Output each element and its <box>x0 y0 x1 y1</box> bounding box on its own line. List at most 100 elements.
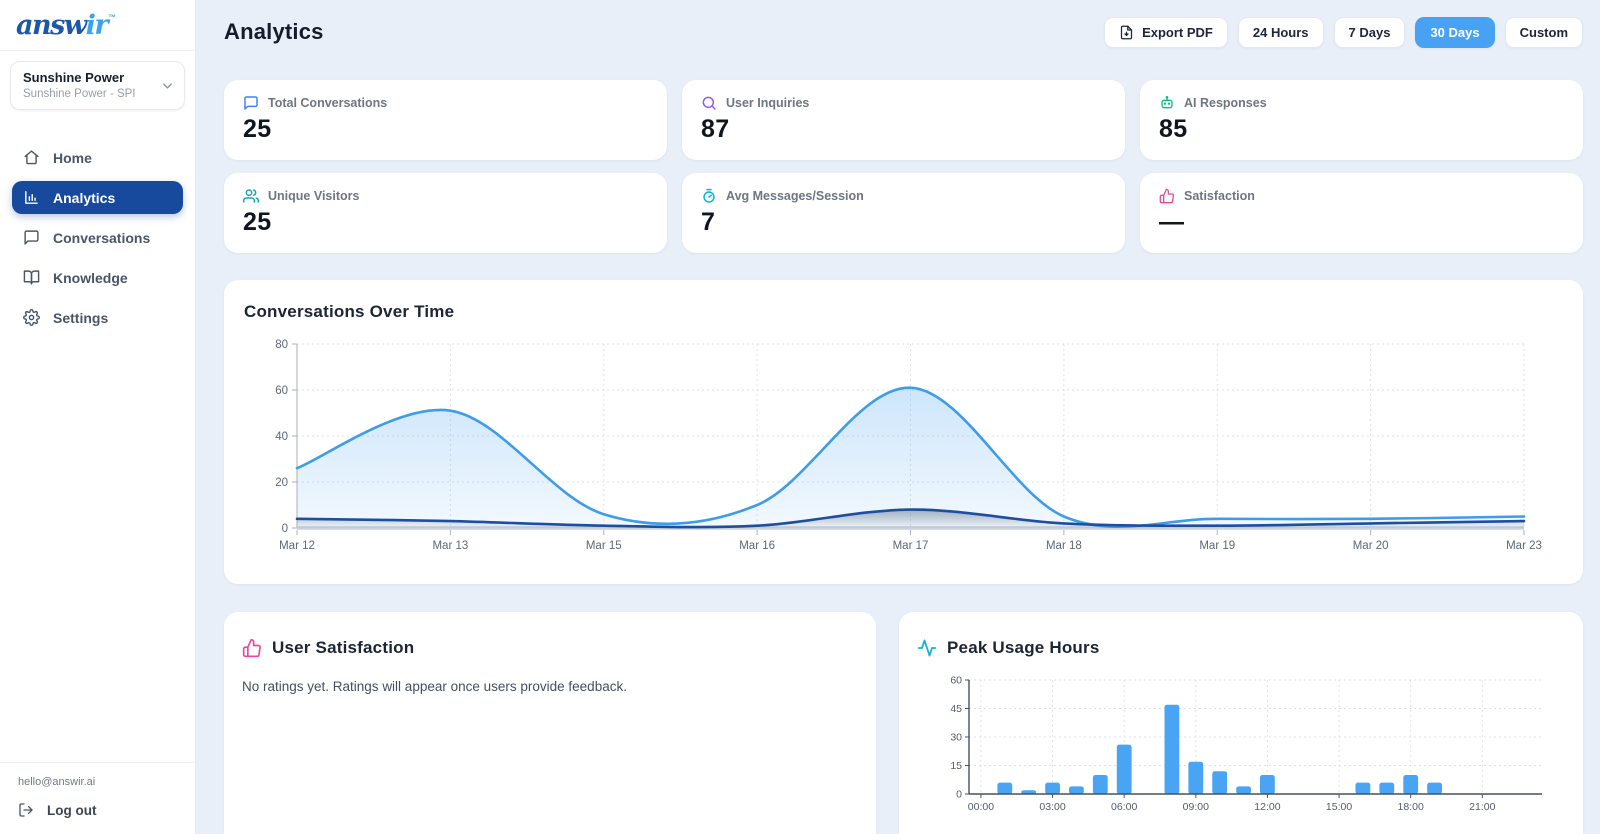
stat-card-ai-responses: AI Responses 85 <box>1140 80 1583 160</box>
svg-text:Mar 15: Mar 15 <box>586 540 622 552</box>
svg-text:Mar 12: Mar 12 <box>279 540 315 552</box>
thumbs-up-icon <box>1159 188 1175 204</box>
svg-text:03:00: 03:00 <box>1039 801 1065 813</box>
svg-text:Mar 20: Mar 20 <box>1353 540 1389 552</box>
open-book-icon <box>23 269 40 286</box>
logout-button[interactable]: Log out <box>18 802 177 818</box>
range-button-custom[interactable]: Custom <box>1504 16 1583 48</box>
bar-chart-icon <box>23 189 40 206</box>
sidebar-item-label: Conversations <box>53 229 151 246</box>
svg-text:12:00: 12:00 <box>1254 801 1280 813</box>
sidebar-item-knowledge[interactable]: Knowledge <box>12 261 183 294</box>
bottom-grid: User Satisfaction No ratings yet. Rating… <box>224 612 1583 834</box>
sidebar-item-label: Settings <box>53 309 109 326</box>
chat-bubble-icon <box>243 95 259 111</box>
page-header: Analytics Export PDF 24 Hours 7 Days 30 … <box>224 0 1583 64</box>
search-icon <box>701 95 717 111</box>
stat-value: 25 <box>243 115 272 143</box>
stat-label: AI Responses <box>1184 96 1267 110</box>
conversations-over-time-panel: Conversations Over Time 0 20 40 60 80 Mar 12 M… <box>224 280 1583 584</box>
svg-text:40: 40 <box>275 431 288 443</box>
svg-text:60: 60 <box>950 675 962 687</box>
range-button-30-days[interactable]: 30 Days <box>1415 16 1495 48</box>
svg-text:0: 0 <box>282 523 288 535</box>
stopwatch-icon <box>701 188 717 204</box>
stat-label: Unique Visitors <box>268 189 360 203</box>
thumbs-up-icon <box>242 638 262 658</box>
stat-value: 7 <box>701 208 716 236</box>
export-pdf-label: Export PDF <box>1142 24 1213 40</box>
logo-text-dark: answ <box>16 9 87 41</box>
peak-usage-hours-panel: Peak Usage Hours 0 15 30 45 60 00:00 03:00 06:0… <box>899 612 1583 834</box>
workspace-name: Sunshine Power <box>23 70 125 85</box>
header-actions: Export PDF 24 Hours 7 Days 30 Days Custo… <box>1104 16 1583 48</box>
main-content: Analytics Export PDF 24 Hours 7 Days 30 … <box>196 0 1600 834</box>
sidebar-item-label: Analytics <box>53 189 116 206</box>
svg-text:30: 30 <box>950 732 962 744</box>
stat-label: Avg Messages/Session <box>726 189 864 203</box>
svg-text:0: 0 <box>956 789 962 801</box>
sidebar-item-home[interactable]: Home <box>12 141 183 174</box>
logout-icon <box>18 802 34 818</box>
sidebar-nav: Home Analytics Conversations Knowledge S… <box>0 141 195 334</box>
page-title: Analytics <box>224 19 324 44</box>
chevron-down-icon <box>160 78 175 93</box>
svg-text:18:00: 18:00 <box>1398 801 1424 813</box>
user-satisfaction-panel: User Satisfaction No ratings yet. Rating… <box>224 612 876 834</box>
svg-text:Mar 23: Mar 23 <box>1506 540 1542 552</box>
stat-value: 85 <box>1159 115 1188 143</box>
svg-text:Mar 13: Mar 13 <box>432 540 468 552</box>
no-ratings-message: No ratings yet. Ratings will appear once… <box>242 679 627 694</box>
user-email: hello@answir.ai <box>18 776 96 788</box>
gear-icon <box>23 309 40 326</box>
stat-card-user-inquiries: User Inquiries 87 <box>682 80 1125 160</box>
logout-label: Log out <box>47 802 97 818</box>
chat-bubble-icon <box>23 229 40 246</box>
workspace-subtitle: Sunshine Power - SPI <box>23 88 136 100</box>
svg-text:09:00: 09:00 <box>1183 801 1209 813</box>
svg-text:21:00: 21:00 <box>1469 801 1495 813</box>
conversations-chart-title: Conversations Over Time <box>244 302 455 321</box>
stat-card-avg-messages: Avg Messages/Session 7 <box>682 173 1125 253</box>
workspace-selector[interactable]: Sunshine Power Sunshine Power - SPI <box>10 61 185 110</box>
svg-text:15:00: 15:00 <box>1326 801 1352 813</box>
sidebar-footer: hello@answir.ai Log out <box>0 762 195 834</box>
svg-text:Mar 19: Mar 19 <box>1199 540 1235 552</box>
peak-usage-title: Peak Usage Hours <box>947 638 1100 657</box>
export-pdf-button[interactable]: Export PDF <box>1104 16 1228 48</box>
stat-value: 87 <box>701 115 730 143</box>
svg-text:60: 60 <box>275 385 288 397</box>
svg-text:Mar 18: Mar 18 <box>1046 540 1082 552</box>
stat-card-satisfaction: Satisfaction — <box>1140 173 1583 253</box>
activity-pulse-icon <box>917 638 937 658</box>
svg-text:Mar 17: Mar 17 <box>893 540 929 552</box>
sidebar: answir™ Sunshine Power Sunshine Power - … <box>0 0 196 834</box>
sidebar-item-settings[interactable]: Settings <box>12 301 183 334</box>
trademark-symbol: ™ <box>108 12 117 22</box>
user-satisfaction-title: User Satisfaction <box>272 638 415 657</box>
sidebar-item-conversations[interactable]: Conversations <box>12 221 183 254</box>
stat-label: Satisfaction <box>1184 189 1255 203</box>
sidebar-item-label: Home <box>53 149 92 166</box>
svg-text:45: 45 <box>950 703 962 715</box>
conversations-over-time-chart: 0 20 40 60 80 Mar 12 Mar 13 Mar 15 Mar 16 Mar 17 M… <box>275 339 1542 552</box>
users-icon <box>243 188 259 204</box>
stat-label: Total Conversations <box>268 96 388 110</box>
sidebar-item-analytics[interactable]: Analytics <box>12 181 183 214</box>
sidebar-item-label: Knowledge <box>53 269 128 286</box>
range-button-7-days[interactable]: 7 Days <box>1333 16 1406 48</box>
logo: answir™ <box>0 0 195 51</box>
logo-text-light: ir <box>85 9 109 41</box>
stats-grid: Total Conversations 25 User Inquiries 87… <box>224 80 1583 253</box>
peak-usage-hours-chart: 0 15 30 45 60 00:00 03:00 06:00 09:00 12:00 15:00 1… <box>950 675 1542 813</box>
stat-card-total-conversations: Total Conversations 25 <box>224 80 667 160</box>
svg-text:00:00: 00:00 <box>968 801 994 813</box>
stat-card-unique-visitors: Unique Visitors 25 <box>224 173 667 253</box>
svg-text:20: 20 <box>275 477 288 489</box>
svg-text:Mar 16: Mar 16 <box>739 540 775 552</box>
svg-text:80: 80 <box>275 339 288 351</box>
file-download-icon <box>1119 25 1134 40</box>
home-icon <box>23 149 40 166</box>
stat-value: 25 <box>243 208 272 236</box>
range-button-24-hours[interactable]: 24 Hours <box>1237 16 1324 48</box>
